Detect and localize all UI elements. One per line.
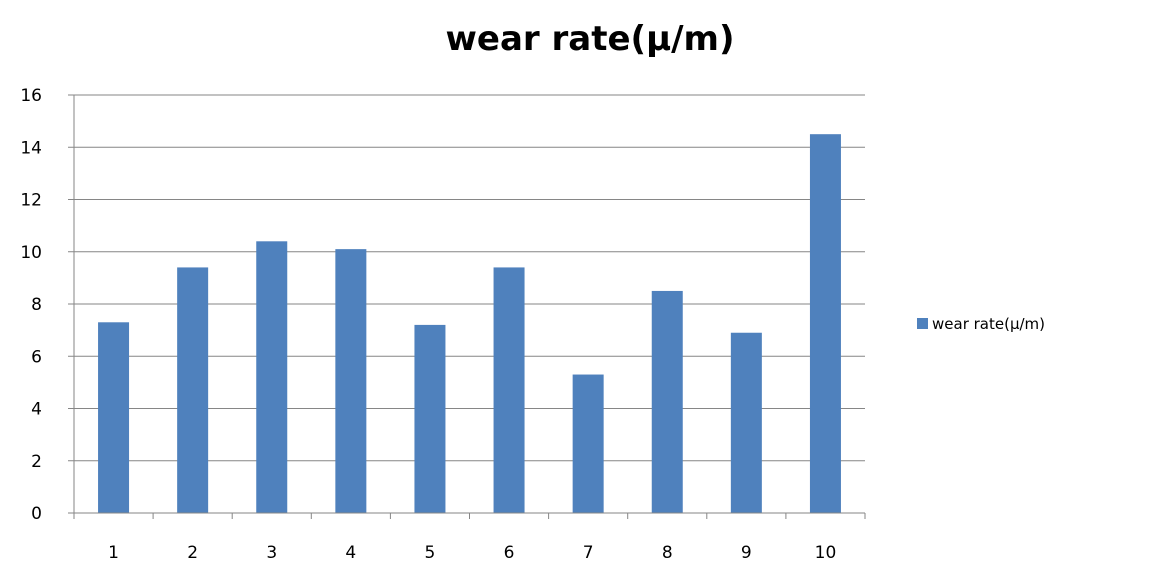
bar bbox=[256, 241, 288, 514]
bar bbox=[651, 290, 683, 513]
x-tick-label: 6 bbox=[504, 543, 515, 563]
axes bbox=[68, 94, 866, 519]
y-tick-label: 4 bbox=[31, 400, 42, 420]
y-tick-label: 10 bbox=[20, 243, 42, 263]
x-tick-label: 10 bbox=[815, 543, 837, 563]
x-tick-label: 4 bbox=[345, 543, 356, 563]
legend-label: wear rate(µ/m) bbox=[932, 315, 1045, 333]
bar bbox=[730, 332, 762, 513]
y-axis-tick-labels: 0 2 4 6 8 10 12 14 16 bbox=[20, 86, 42, 524]
bar bbox=[177, 267, 209, 513]
y-tick-label: 6 bbox=[31, 347, 42, 367]
bar bbox=[493, 267, 525, 513]
x-tick-label: 2 bbox=[187, 543, 198, 563]
x-tick-label: 3 bbox=[266, 543, 277, 563]
x-tick-label: 7 bbox=[583, 543, 594, 563]
bar bbox=[572, 374, 604, 513]
y-tick-label: 16 bbox=[20, 86, 42, 106]
x-axis-tick-labels: 1 2 3 4 5 6 7 8 9 10 bbox=[108, 543, 836, 563]
x-tick-label: 8 bbox=[662, 543, 673, 563]
x-tick-label: 5 bbox=[425, 543, 436, 563]
bar bbox=[414, 324, 446, 513]
bar bbox=[809, 134, 841, 513]
x-tick-label: 1 bbox=[108, 543, 119, 563]
y-tick-label: 14 bbox=[20, 138, 42, 158]
y-tick-label: 2 bbox=[31, 452, 42, 472]
y-tick-label: 0 bbox=[31, 504, 42, 524]
x-tick-label: 9 bbox=[741, 543, 752, 563]
bar bbox=[98, 322, 130, 513]
y-tick-label: 8 bbox=[31, 295, 42, 315]
legend-swatch bbox=[917, 318, 928, 329]
bar bbox=[335, 249, 367, 513]
bar-series bbox=[98, 134, 841, 514]
y-tick-label: 12 bbox=[20, 191, 42, 211]
chart-title: wear rate(µ/m) bbox=[446, 19, 735, 59]
legend: wear rate(µ/m) bbox=[917, 315, 1045, 333]
